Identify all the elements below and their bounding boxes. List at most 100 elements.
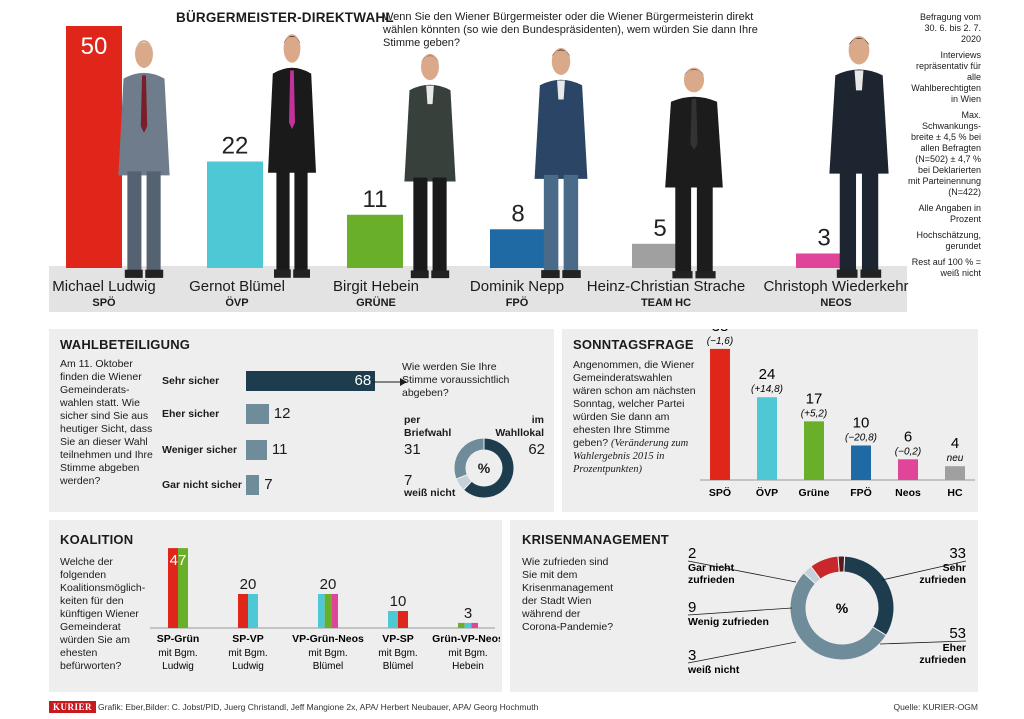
sonntagsfrage-bar: [804, 421, 824, 480]
koalition-bar: [324, 594, 332, 628]
leader-line: [881, 560, 967, 581]
candidate-photo: [262, 30, 322, 282]
koalition-sub: Ludwig: [232, 661, 264, 672]
candidate-photo: [658, 64, 730, 282]
shirt-shape: [854, 70, 864, 91]
wahlbeteiligung-title: WAHLBETEILIGUNG: [60, 337, 191, 352]
weissnicht-label: weiß nicht: [404, 487, 456, 499]
leg-shape: [563, 174, 579, 275]
koalition-value: 10: [390, 593, 407, 610]
im-wahllokal-label: im Wahllokal: [495, 414, 544, 439]
hair-shape: [848, 37, 870, 46]
shoe-shape: [672, 271, 693, 279]
shoe-shape: [541, 270, 560, 279]
direktwahl-chart: 50 22 11 8 5 3: [66, 26, 852, 268]
head-shape: [848, 36, 870, 65]
direktwahl-bar: [207, 161, 263, 268]
krisen-label: zufrieden: [919, 574, 966, 586]
shoe-shape: [274, 269, 291, 278]
arrow-icon: [372, 378, 407, 386]
donut-segment: [453, 437, 485, 480]
wahlbeteiligung-label: Weniger sicher: [162, 444, 238, 456]
krisen-value: 3: [688, 647, 696, 664]
koalition-sub: Blümel: [313, 661, 344, 672]
kurier-logo: KURIER: [49, 701, 97, 713]
shoe-shape: [145, 269, 164, 278]
leg-shape: [543, 174, 559, 275]
shoe-shape: [562, 270, 581, 279]
leader-line: [687, 607, 793, 616]
sonntagsfrage-bar: [851, 445, 871, 480]
person-silhouette: [534, 47, 588, 279]
krisen-panel: [510, 520, 978, 692]
hair-shape: [283, 35, 301, 44]
wahlbeteiligung-label: Gar nicht sicher: [162, 479, 242, 491]
direktwahl-value: 5: [653, 215, 666, 242]
sonntagsfrage-bar: [945, 466, 965, 480]
percent-sign: %: [478, 460, 491, 476]
wahlbeteiligung-label: Sehr sicher: [162, 375, 220, 387]
note: Rest auf 100 % = weiß nicht: [911, 257, 981, 278]
leg-shape: [413, 177, 428, 275]
candidate-photo: [398, 50, 462, 282]
sonntagsfrage-label: SPÖ: [709, 486, 731, 499]
shoe-shape: [431, 270, 450, 279]
sonntagsfrage-change: (+14,8): [751, 384, 783, 395]
weissnicht-value: 7: [404, 472, 413, 489]
direktwahl-bar: [490, 229, 546, 268]
koalition-sub: mit Bgm.: [448, 648, 487, 659]
sonntagsfrage-question: Angenommen, die Wiener Gemeinderatswahle…: [573, 359, 701, 476]
candidate-photo: [528, 44, 594, 282]
direktwahl-bar: [347, 214, 403, 268]
koalition-value: 20: [320, 576, 337, 593]
shoe-shape: [410, 270, 429, 279]
candidate-party: SPÖ: [92, 297, 116, 309]
head-shape: [283, 34, 301, 63]
donut-segment: [789, 572, 887, 661]
survey-notes: Befragung vom 30. 6. bis 2. 7. 2020 Inte…: [905, 12, 981, 279]
candidate-name: Michael Ludwig: [52, 278, 156, 295]
sonntagsfrage-change: (−0,2): [895, 446, 921, 457]
koalition-bar: [248, 594, 258, 628]
person-silhouette: [665, 67, 723, 279]
tie-shape: [690, 98, 698, 150]
wahlbeteiligung-bar: [246, 440, 267, 460]
coat-shape: [534, 79, 588, 179]
sonntagsfrage-value: 24: [759, 366, 776, 383]
sonntagsfrage-value: 10: [853, 415, 870, 432]
direktwahl-value: 3: [817, 224, 830, 251]
person-silhouette: [829, 36, 889, 278]
coat-shape: [829, 69, 889, 174]
candidate-name: Dominik Nepp: [469, 278, 565, 295]
sonntagsfrage-value: 38: [712, 329, 729, 335]
hair-shape: [683, 69, 705, 76]
wahlbeteiligung-value: 12: [273, 405, 291, 422]
wahlbeteiligung-value: 7: [264, 476, 273, 493]
koalition-sub: Ludwig: [162, 661, 194, 672]
head-shape: [551, 47, 571, 75]
krisen-label: weiß nicht: [687, 664, 740, 676]
koalition-value: 47: [170, 552, 187, 569]
hair-shape: [421, 55, 439, 63]
note: Max. Schwankungs-breite ± 4,5 % bei alle…: [907, 110, 981, 197]
leader-line: [687, 641, 797, 664]
koalition-label: VP-SP: [382, 633, 414, 645]
koalition-bar: [331, 594, 338, 628]
wahlbeteiligung-bar: [246, 475, 260, 495]
krisen-question: Wie zufrieden sind Sie mit dem Krisenman…: [522, 556, 614, 633]
candidate-name: Heinz-Christian Strache: [586, 278, 746, 295]
sonntagsfrage-bar: [898, 459, 918, 480]
candidate-party: GRÜNE: [356, 297, 396, 309]
koalition-sub: Hebein: [452, 661, 484, 672]
sonntagsfrage-label: Grüne: [799, 487, 830, 499]
direktwahl-value: 8: [511, 200, 524, 227]
sonntagsfrage-change: (−1,6): [707, 336, 733, 347]
shoe-shape: [836, 269, 858, 278]
koalition-bar: [178, 548, 188, 628]
candidate-party: NEOS: [820, 297, 852, 309]
sonntagsfrage-value: 4: [951, 435, 959, 452]
candidate-party: ÖVP: [225, 297, 249, 309]
wahlbeteiligung-value: 11: [271, 441, 288, 458]
person-silhouette: [268, 34, 316, 278]
sonntagsfrage-question-text: Angenommen, die Wiener Gemeinderatswahle…: [573, 359, 696, 449]
